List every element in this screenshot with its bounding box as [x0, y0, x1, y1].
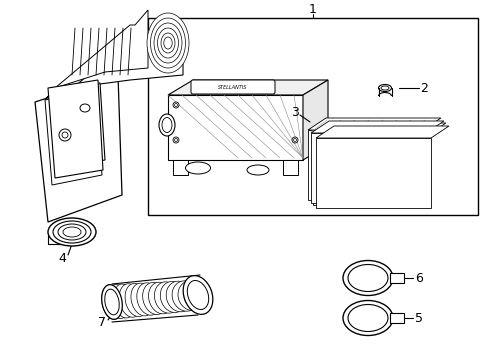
Polygon shape — [48, 80, 103, 178]
Ellipse shape — [183, 276, 213, 314]
Polygon shape — [303, 80, 328, 160]
Bar — [148, 18, 478, 215]
Ellipse shape — [159, 114, 175, 136]
Polygon shape — [311, 121, 444, 133]
Text: 6: 6 — [415, 271, 423, 284]
Ellipse shape — [292, 137, 298, 143]
Polygon shape — [313, 135, 428, 205]
Ellipse shape — [80, 104, 90, 112]
Ellipse shape — [294, 139, 296, 141]
Ellipse shape — [63, 227, 81, 237]
Bar — [390, 273, 404, 283]
Polygon shape — [50, 83, 105, 168]
Ellipse shape — [147, 13, 189, 73]
Ellipse shape — [178, 280, 206, 311]
Polygon shape — [311, 133, 426, 203]
Ellipse shape — [381, 86, 389, 90]
FancyBboxPatch shape — [191, 80, 275, 94]
Ellipse shape — [131, 283, 154, 316]
Ellipse shape — [48, 218, 96, 246]
Ellipse shape — [107, 284, 129, 319]
Ellipse shape — [125, 283, 148, 316]
Ellipse shape — [166, 281, 193, 312]
Text: 7: 7 — [98, 315, 106, 328]
Polygon shape — [168, 80, 328, 95]
Ellipse shape — [119, 284, 142, 317]
Ellipse shape — [154, 282, 180, 313]
Polygon shape — [313, 123, 446, 135]
Polygon shape — [168, 95, 303, 160]
Ellipse shape — [102, 285, 122, 319]
Bar — [390, 313, 404, 323]
Ellipse shape — [157, 28, 178, 58]
Ellipse shape — [102, 285, 122, 319]
Ellipse shape — [172, 281, 199, 311]
Ellipse shape — [148, 282, 174, 314]
Polygon shape — [173, 160, 188, 175]
Ellipse shape — [59, 129, 71, 141]
Polygon shape — [45, 10, 148, 100]
Ellipse shape — [137, 283, 161, 315]
Ellipse shape — [62, 132, 68, 138]
Text: 2: 2 — [420, 81, 428, 95]
Ellipse shape — [174, 139, 177, 141]
Ellipse shape — [174, 104, 177, 107]
Ellipse shape — [173, 137, 179, 143]
Polygon shape — [45, 90, 102, 185]
Ellipse shape — [150, 18, 186, 68]
Ellipse shape — [154, 23, 182, 63]
Polygon shape — [50, 30, 183, 100]
Ellipse shape — [186, 162, 211, 174]
Ellipse shape — [247, 165, 269, 175]
Ellipse shape — [58, 224, 86, 240]
Ellipse shape — [343, 301, 393, 336]
Ellipse shape — [53, 221, 91, 243]
Ellipse shape — [173, 102, 179, 108]
Polygon shape — [308, 118, 441, 130]
Ellipse shape — [187, 280, 209, 310]
Polygon shape — [316, 138, 431, 208]
Text: 1: 1 — [309, 3, 317, 15]
Ellipse shape — [184, 280, 212, 310]
Ellipse shape — [162, 117, 172, 132]
Ellipse shape — [164, 37, 172, 49]
Ellipse shape — [143, 283, 167, 315]
Ellipse shape — [378, 85, 392, 91]
Text: 3: 3 — [291, 105, 299, 118]
Text: STELLANTIS: STELLANTIS — [219, 85, 247, 90]
Polygon shape — [283, 160, 298, 175]
Polygon shape — [316, 126, 449, 138]
Ellipse shape — [348, 305, 388, 332]
Polygon shape — [308, 130, 423, 200]
Ellipse shape — [105, 289, 119, 315]
Ellipse shape — [348, 265, 388, 292]
Text: 5: 5 — [415, 311, 423, 324]
Ellipse shape — [113, 284, 135, 318]
Polygon shape — [35, 75, 122, 222]
Text: 4: 4 — [58, 252, 66, 265]
Ellipse shape — [161, 33, 175, 53]
Ellipse shape — [160, 282, 187, 312]
Ellipse shape — [343, 261, 393, 296]
